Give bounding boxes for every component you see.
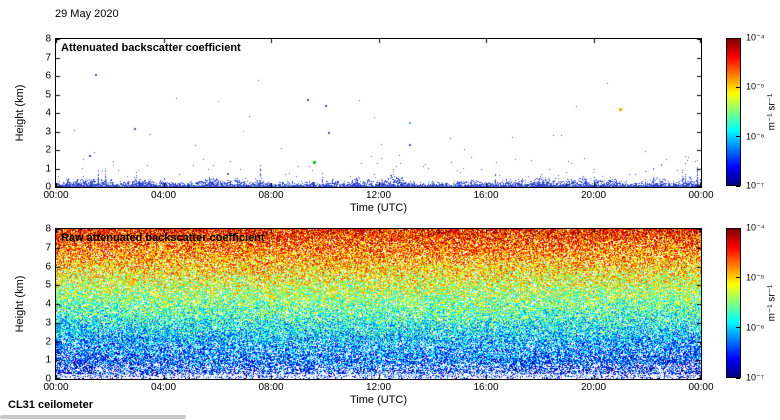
x-axis-label: Time (UTC) [349, 202, 408, 214]
y-tick-label: 4 [45, 107, 51, 119]
x-tick-label: 08:00 [258, 382, 284, 393]
y-tick-label: 3 [45, 317, 51, 329]
x-tick-label: 12:00 [365, 190, 392, 201]
colorbar-tick-mark [736, 227, 740, 229]
colorbar-tick-mark [736, 136, 740, 138]
colorbar-tick-label: 10⁻⁵ [746, 272, 765, 283]
colorbar-bottom: m⁻¹ sr⁻¹ 10⁻⁴ 10⁻⁵ 10⁻⁶ 10⁻⁷ [726, 223, 778, 383]
colorbar-unit-label: m⁻¹ sr⁻¹ [766, 284, 778, 322]
y-tick-label: 1 [45, 163, 51, 174]
y-tick-label: 1 [45, 354, 51, 366]
y-tick-label: 5 [45, 279, 51, 291]
y-tick-label: 8 [45, 223, 51, 235]
x-tick-label: 16:00 [473, 190, 499, 201]
attenuated-backscatter-panel: Attenuated backscatter coefficient Time … [14, 34, 714, 215]
raw-attenuated-backscatter-panel: Raw attenuated backscatter coefficient T… [14, 224, 714, 407]
colorbar-gradient [726, 228, 741, 378]
colorbar-tick-mark [736, 185, 740, 187]
x-tick-label: 04:00 [150, 190, 177, 201]
x-tick-label: 00:00 [688, 190, 714, 201]
panel-title: Attenuated backscatter coefficient [61, 42, 241, 54]
x-tick-label: 04:00 [150, 382, 177, 393]
colorbar-tick-mark [736, 37, 740, 39]
x-tick-label: 16:00 [473, 382, 499, 393]
y-tick-label: 0 [45, 373, 51, 385]
x-tick-label: 00:00 [43, 382, 69, 393]
instrument-label: CL31 ceilometer [8, 399, 93, 411]
colorbar-tick-mark [736, 377, 740, 379]
colorbar-tick-label: 10⁻⁶ [746, 131, 765, 142]
x-tick-label: 00:00 [688, 382, 714, 393]
x-axis-label: Time (UTC) [349, 394, 408, 406]
horizontal-scrollbar-thumb[interactable] [0, 415, 186, 419]
x-tick-label: 20:00 [580, 382, 607, 393]
x-tick-label: 12:00 [365, 382, 392, 393]
y-tick-label: 4 [45, 298, 51, 310]
y-tick-label: 2 [45, 144, 51, 156]
colorbar-tick-label: 10⁻⁷ [746, 180, 765, 191]
colorbar-gradient [726, 38, 741, 186]
date-label: 29 May 2020 [55, 8, 119, 20]
colorbar-top: m⁻¹ sr⁻¹ 10⁻⁴ 10⁻⁵ 10⁻⁶ 10⁻⁷ [726, 33, 778, 191]
y-tick-label: 0 [45, 181, 51, 193]
y-tick-label: 3 [45, 126, 51, 137]
colorbar-unit-label: m⁻¹ sr⁻¹ [766, 93, 778, 131]
x-tick-label: 20:00 [580, 190, 607, 201]
y-axis-label: Height (km) [14, 84, 26, 142]
attenuated-backscatter-heatmap-canvas [56, 39, 701, 187]
panel-title: Raw attenuated backscatter coefficient [61, 232, 265, 244]
y-tick-label: 5 [45, 89, 51, 100]
y-tick-label: 7 [45, 52, 51, 63]
y-tick-label: 7 [45, 242, 51, 254]
y-tick-label: 6 [45, 261, 51, 272]
y-tick-label: 6 [45, 70, 51, 82]
colorbar-tick-label: 10⁻⁵ [746, 81, 765, 92]
y-axis-label: Height (km) [14, 275, 26, 333]
y-tick-label: 8 [45, 33, 51, 45]
colorbar-tick-mark [736, 327, 740, 329]
colorbar-tick-label: 10⁻⁴ [746, 222, 765, 233]
colorbar-tick-label: 10⁻⁴ [746, 32, 765, 43]
raw-attenuated-backscatter-heatmap-canvas [56, 229, 701, 379]
y-tick-label: 2 [45, 336, 51, 347]
colorbar-tick-label: 10⁻⁷ [746, 372, 765, 383]
colorbar-tick-label: 10⁻⁶ [746, 322, 765, 333]
colorbar-tick-mark [736, 277, 740, 279]
x-tick-label: 00:00 [43, 190, 69, 201]
x-tick-label: 08:00 [258, 190, 284, 201]
colorbar-tick-mark [736, 86, 740, 88]
